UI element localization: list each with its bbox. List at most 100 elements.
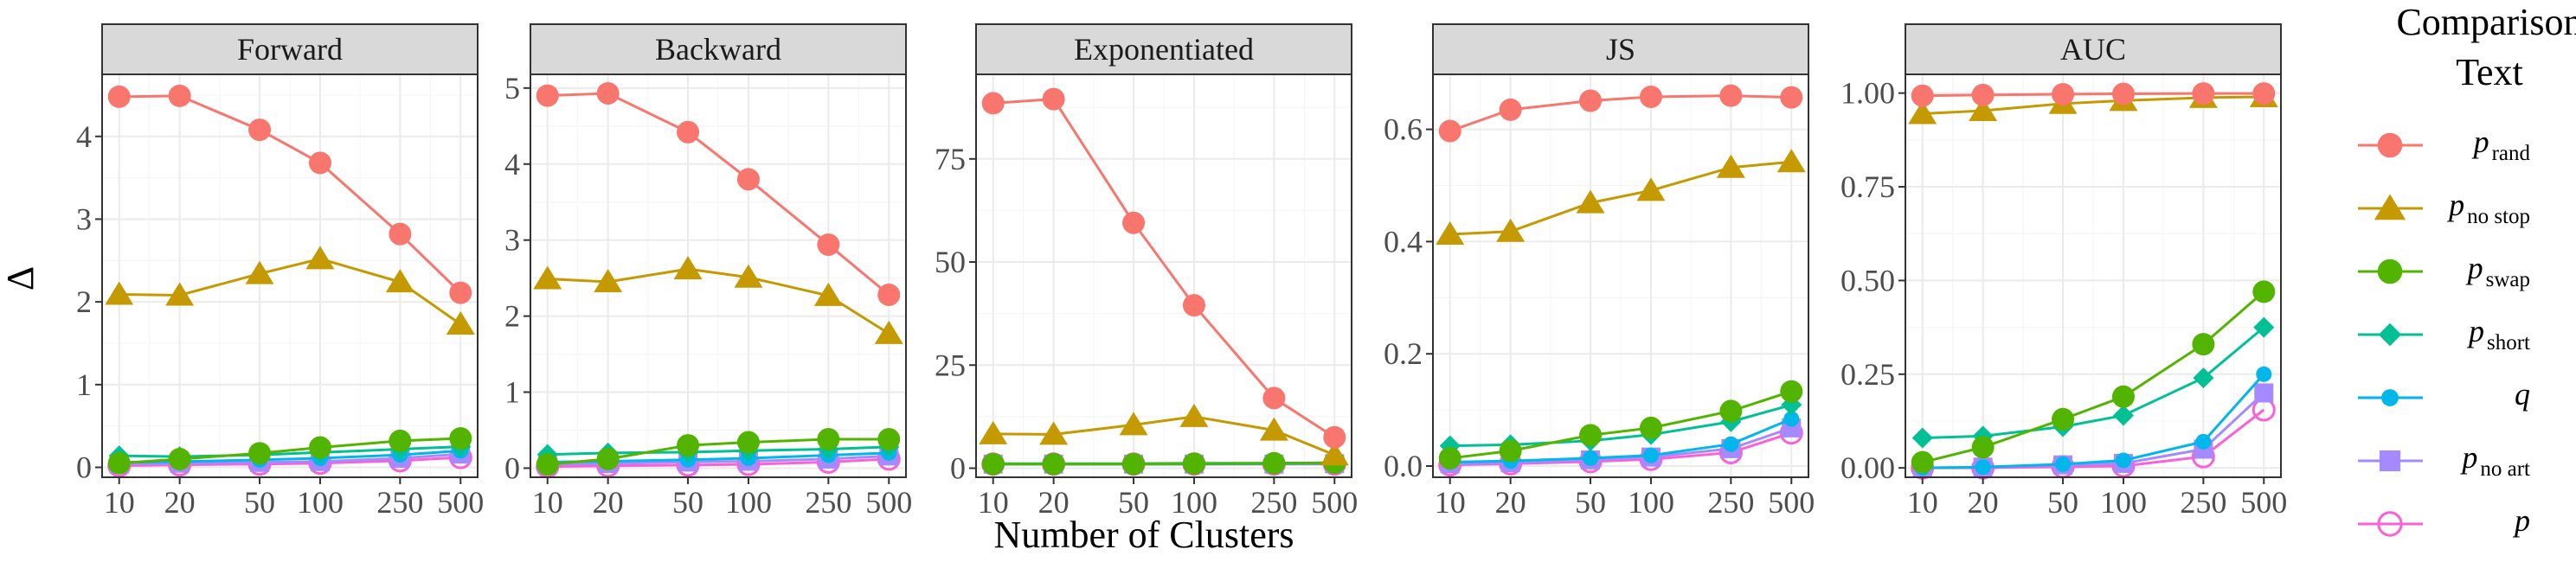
data-point-p-no-stop bbox=[1716, 154, 1745, 178]
y-tick-label: 1 bbox=[76, 367, 92, 402]
data-point-p-rand bbox=[2252, 82, 2276, 105]
legend-key-marker bbox=[2377, 259, 2403, 284]
legend-key-marker bbox=[2379, 450, 2401, 472]
x-tick-label: 100 bbox=[297, 485, 344, 520]
data-point-p-rand bbox=[736, 168, 760, 191]
x-axis-title: Number of Clusters bbox=[993, 514, 1294, 556]
data-point-p-rand bbox=[1438, 119, 1461, 143]
data-point-p-swap bbox=[389, 429, 412, 452]
y-tick-label: 0.2 bbox=[1384, 336, 1423, 371]
facet-strip bbox=[530, 23, 907, 75]
data-point-p-swap bbox=[308, 436, 331, 459]
data-point-p-rand bbox=[677, 120, 700, 144]
facet-title: Forward bbox=[237, 32, 343, 67]
data-point-p-swap bbox=[817, 428, 840, 451]
x-tick-label: 500 bbox=[437, 485, 484, 520]
legend-label: p rand bbox=[2471, 125, 2531, 165]
facet-title: JS bbox=[1606, 32, 1635, 67]
data-point-p-no-stop bbox=[673, 256, 703, 280]
y-tick-label: 0.50 bbox=[1840, 263, 1895, 297]
y-tick-label: 0.4 bbox=[1384, 224, 1423, 259]
data-point-p-rand bbox=[1262, 386, 1286, 410]
data-point-p-no-stop bbox=[1776, 149, 1806, 173]
data-point-p-swap bbox=[449, 427, 472, 450]
data-point-p-swap bbox=[248, 442, 272, 465]
data-point-p-rand bbox=[2052, 82, 2075, 105]
y-tick-label: 0.6 bbox=[1384, 112, 1423, 147]
x-tick-label: 10 bbox=[978, 485, 1009, 520]
legend-label-subscript: short bbox=[2487, 331, 2530, 354]
panel-border bbox=[1905, 73, 2282, 478]
series-line-p-no-stop bbox=[1449, 160, 1792, 236]
y-tick-label: 3 bbox=[76, 201, 92, 236]
legend-key-marker bbox=[2378, 323, 2402, 347]
series-line-q bbox=[1922, 373, 2265, 469]
data-point-p-swap bbox=[2111, 385, 2135, 408]
y-tick-label: 1 bbox=[504, 375, 520, 410]
data-point-p-no-stop bbox=[1039, 421, 1069, 445]
x-tick-label: 100 bbox=[725, 485, 772, 520]
panel-border bbox=[101, 73, 479, 478]
panel-exponentiated: Exponentiated 0 25 50 75 10 20 50 100 250 500 bbox=[935, 23, 1358, 520]
x-tick-label: 100 bbox=[1171, 485, 1217, 520]
panel-js: JS 0.0 0.2 0.4 0.6 10 20 50 100 250 500 bbox=[1384, 23, 1815, 520]
x-tick-label: 500 bbox=[1768, 485, 1815, 520]
y-tick-label: 0.00 bbox=[1840, 450, 1895, 485]
legend-label-base: p bbox=[2459, 440, 2477, 475]
x-tick-label: 20 bbox=[1968, 485, 1999, 520]
data-point-p-no-stop bbox=[165, 282, 195, 306]
legend-label-subscript: no stop bbox=[2467, 205, 2530, 228]
data-point-p-swap bbox=[2252, 280, 2276, 303]
data-point-q bbox=[1642, 447, 1659, 463]
x-tick-label: 10 bbox=[1907, 485, 1938, 520]
data-point-p-no-stop bbox=[1179, 403, 1209, 427]
legend-item-p-no-stop: p no stop bbox=[2358, 188, 2530, 228]
data-point-p-rand bbox=[1911, 84, 1934, 107]
y-tick-label: 0 bbox=[504, 450, 520, 485]
y-tick-label: 50 bbox=[935, 245, 966, 279]
x-tick-label: 500 bbox=[1311, 485, 1358, 520]
data-point-p-swap bbox=[981, 452, 1005, 476]
series-line-q bbox=[1449, 418, 1792, 463]
facet-title: Exponentiated bbox=[1074, 32, 1254, 67]
data-point-p-swap bbox=[1438, 446, 1461, 469]
data-point-q bbox=[2055, 456, 2072, 472]
legend-label-base: p bbox=[2465, 251, 2483, 285]
legend-label-subscript: rand bbox=[2492, 142, 2531, 165]
legend-label: p swap bbox=[2465, 251, 2530, 291]
data-point-p-rand bbox=[877, 283, 901, 306]
facet-strip bbox=[1905, 23, 2282, 75]
data-point-p-rand bbox=[449, 281, 472, 304]
panel-border bbox=[530, 73, 907, 478]
data-point-p-no-stop bbox=[305, 246, 335, 270]
data-point-p-rand bbox=[1579, 89, 1603, 112]
x-tick-label: 250 bbox=[805, 485, 851, 520]
data-point-p-swap bbox=[168, 447, 191, 470]
data-point-p-swap bbox=[2192, 333, 2215, 356]
legend-label-base: p bbox=[2471, 125, 2489, 159]
data-point-p-no-stop bbox=[385, 269, 414, 293]
x-tick-label: 250 bbox=[376, 485, 423, 520]
data-point-p-no-stop bbox=[813, 282, 843, 306]
panel-backward: Backward 0 1 2 3 4 5 10 20 50 100 250 500 bbox=[504, 23, 912, 520]
data-point-q bbox=[2115, 452, 2131, 469]
x-tick-label: 250 bbox=[1707, 485, 1754, 520]
x-tick-label: 500 bbox=[865, 485, 912, 520]
y-tick-label: 5 bbox=[504, 71, 520, 105]
x-tick-label: 50 bbox=[2047, 485, 2078, 520]
facet-strip bbox=[975, 23, 1352, 75]
data-point-p-short bbox=[2253, 316, 2275, 338]
legend-title-line-1: Comparison bbox=[2396, 1, 2576, 43]
x-tick-label: 100 bbox=[1628, 485, 1674, 520]
legend-label: q bbox=[2515, 377, 2530, 412]
data-point-p-swap bbox=[1042, 452, 1065, 476]
data-point-p-rand bbox=[1182, 294, 1205, 317]
data-point-p-rand bbox=[2111, 82, 2135, 105]
data-point-p-no-stop bbox=[1908, 100, 1937, 125]
facet-strip bbox=[1432, 23, 1809, 75]
data-point-p-swap bbox=[596, 447, 620, 470]
y-tick-label: 4 bbox=[504, 147, 520, 182]
data-point-p-rand bbox=[2192, 82, 2215, 105]
